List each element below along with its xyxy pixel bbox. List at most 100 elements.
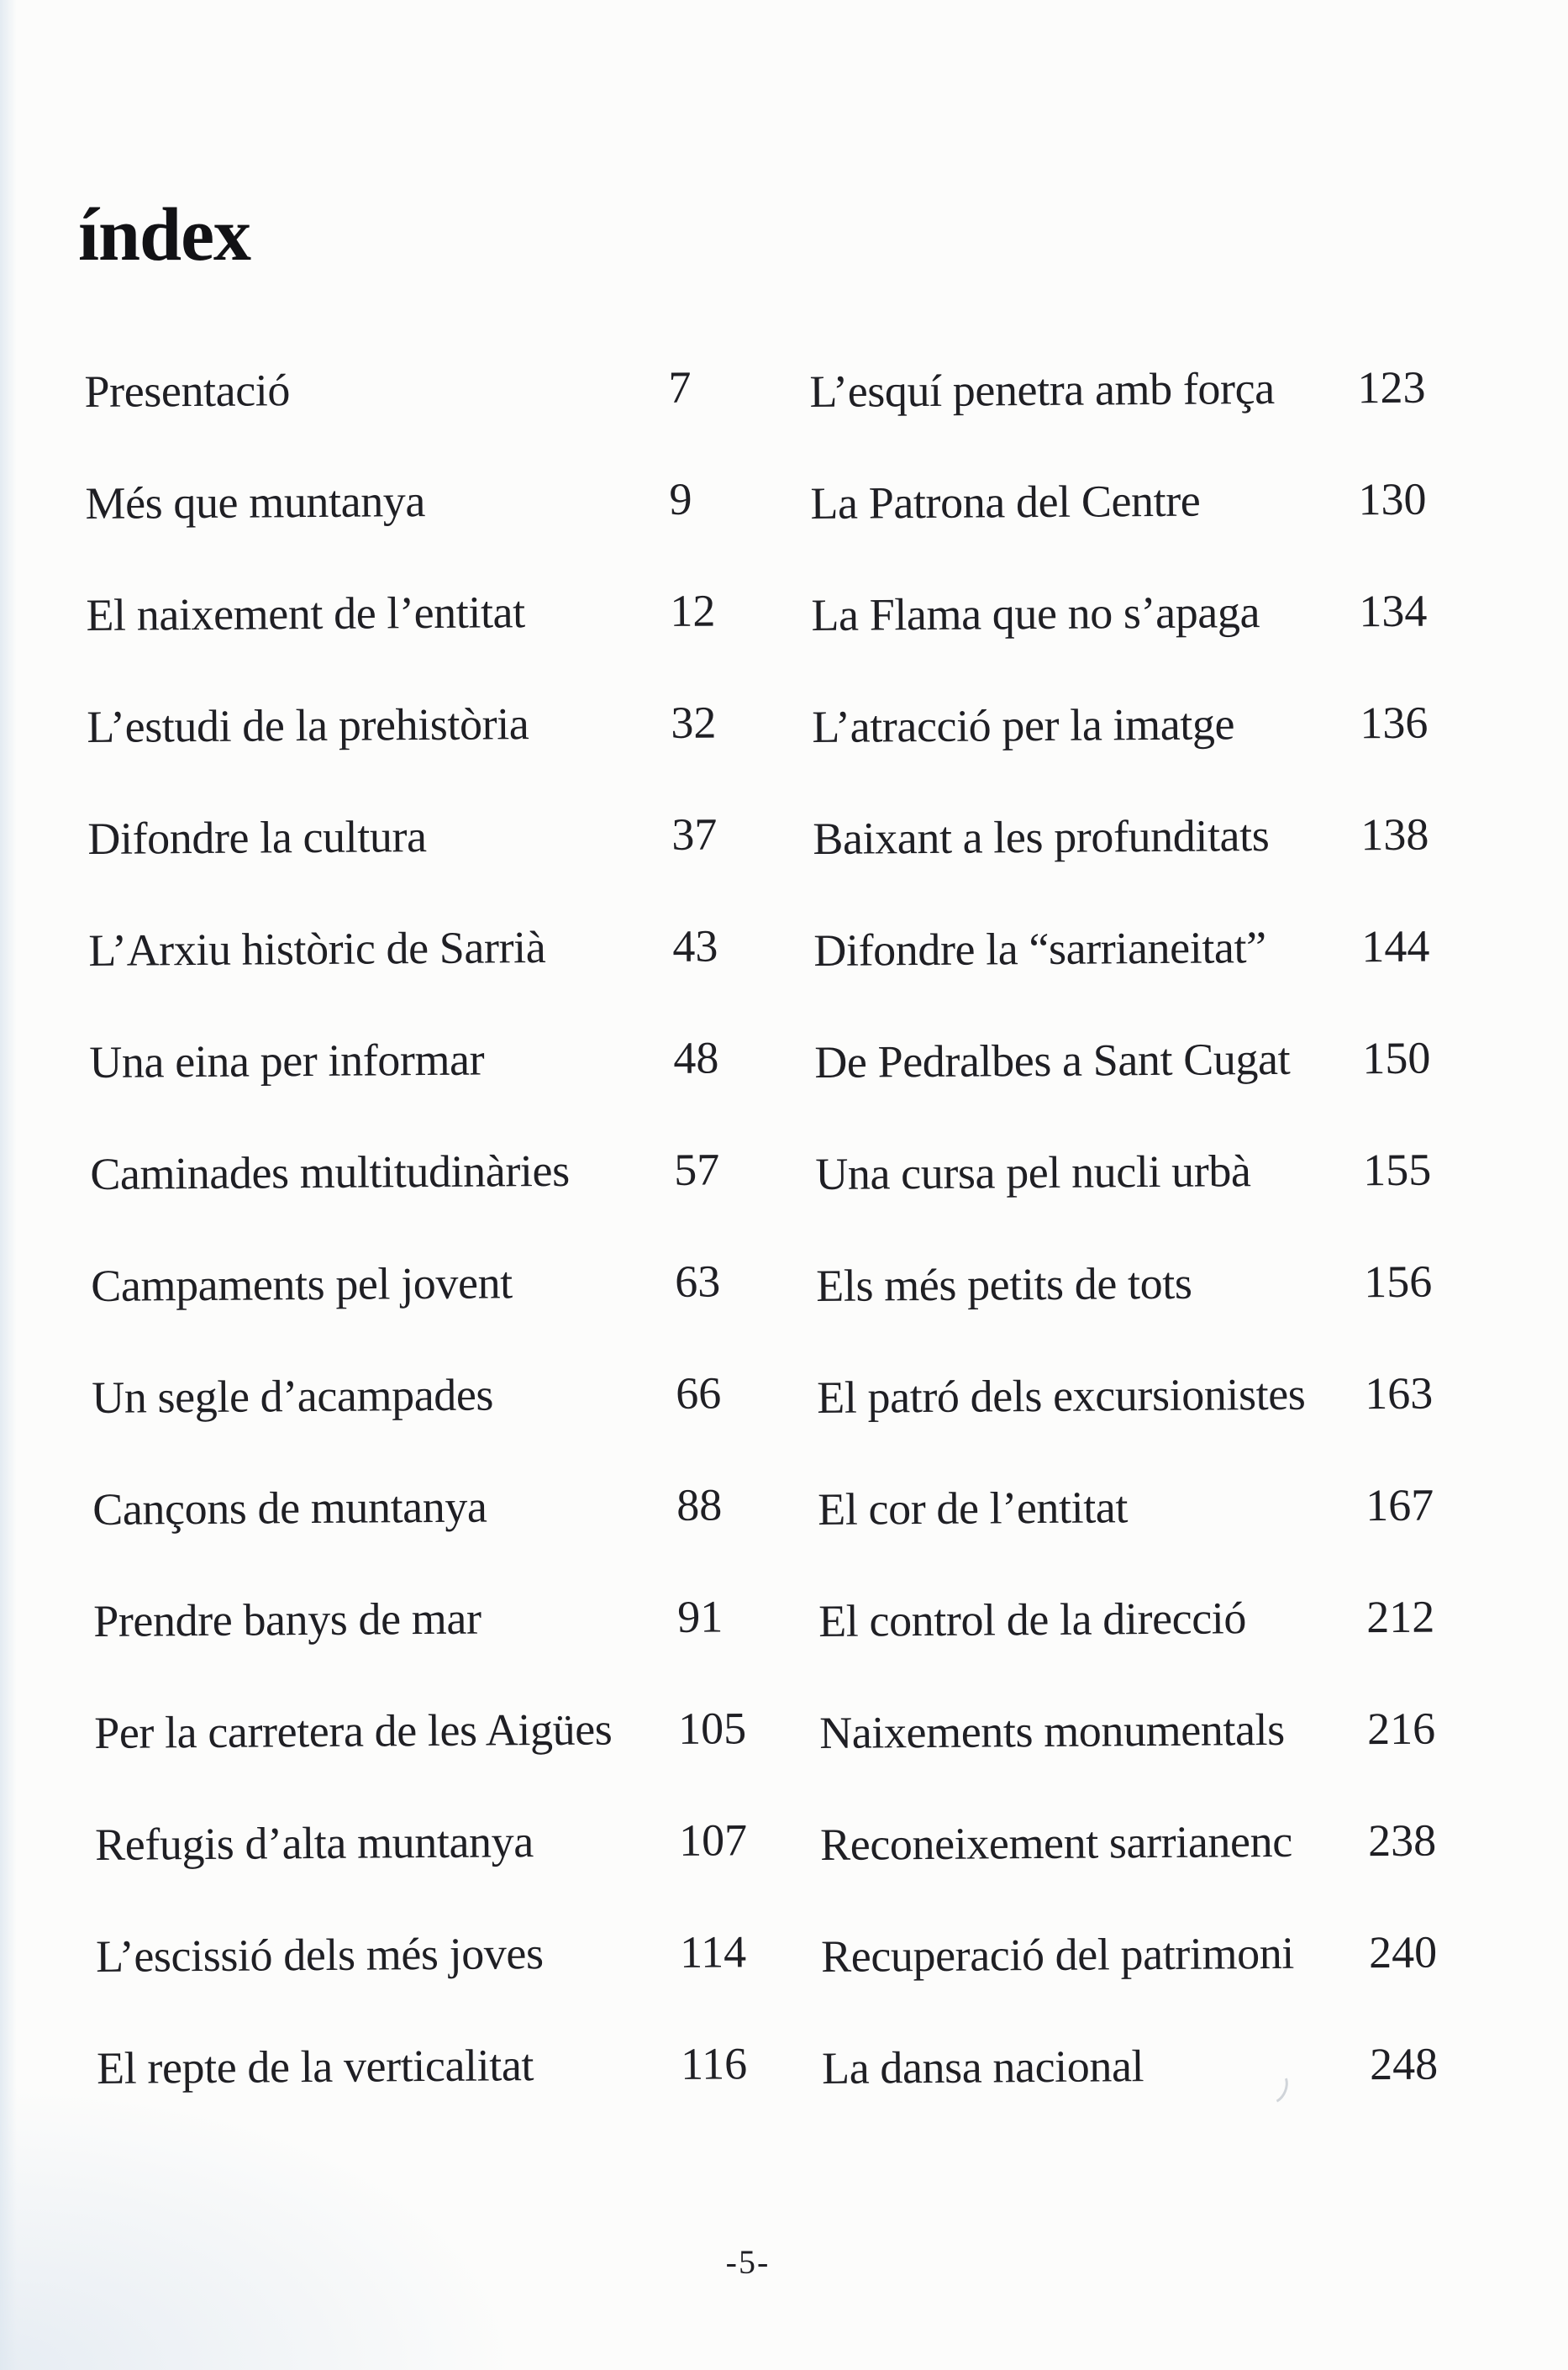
toc-entry-page: 57 [674, 1144, 720, 1195]
toc-entry: Refugis d’alta muntanya 107 [95, 1784, 793, 1901]
toc-entry: Baixant a les profunditats 138 [813, 778, 1477, 895]
toc-entry-page: 136 [1360, 697, 1429, 749]
toc-entry: L’esquí penetra amb força 123 [809, 331, 1474, 448]
toc-entry-page: 66 [676, 1367, 722, 1419]
toc-entry: Prendre banys de mar 91 [93, 1561, 792, 1677]
toc-entry-page: 12 [670, 585, 716, 636]
toc-entry: Difondre la cultura 37 [87, 778, 786, 895]
toc-entry-label: El repte de la verticalitat [96, 2040, 534, 2094]
toc-entry-page: 240 [1368, 1926, 1438, 1978]
toc-entry: La dansa nacional 248 [822, 2008, 1486, 2125]
toc-entry: L’Arxiu històric de Sarrià 43 [88, 890, 787, 1007]
toc-entry-label: El patró dels excursionistes [817, 1368, 1306, 1423]
toc-entry-label: Un segle d’acampades [92, 1369, 494, 1423]
toc-entry-page: 156 [1364, 1256, 1433, 1308]
toc-entry-page: 107 [678, 1814, 748, 1866]
toc-entry-label: Una cursa pel nucli urbà [815, 1146, 1251, 1199]
toc-entry: Recuperació del patrimoni 240 [821, 1896, 1486, 2013]
toc-entry-label: Difondre la “sarrianeitat” [813, 922, 1266, 976]
toc-column-left: Presentació 7 Més que muntanya 9 El naixem… [84, 331, 795, 2125]
toc-entry: Una eina per informar 48 [89, 1002, 787, 1119]
toc-entry: Una cursa pel nucli urbà 155 [815, 1114, 1480, 1230]
toc-entry: Naixements monumentals 216 [819, 1672, 1484, 1789]
toc-entry: Presentació 7 [84, 331, 782, 448]
toc-entry-label: Els més petits de tots [816, 1257, 1192, 1311]
toc-entry: Cançons de muntanya 88 [92, 1449, 791, 1566]
toc-entry-label: L’esquí penetra amb força [809, 362, 1275, 417]
toc-entry: Per la carretera de les Aigües 105 [94, 1672, 792, 1789]
toc-entry-label: L’escissió dels més joves [95, 1928, 544, 1982]
toc-entry: La Flama que no s’apaga 134 [811, 555, 1476, 672]
toc-entry-label: El control de la direcció [818, 1593, 1247, 1646]
toc-entry-label: Refugis d’alta muntanya [94, 1816, 534, 1870]
toc-entry: El control de la direcció 212 [818, 1561, 1483, 1677]
toc-entry: Reconeixement sarrianenc 238 [820, 1784, 1485, 1901]
toc-entry-page: 248 [1369, 2038, 1439, 2090]
toc-entry-label: Una eina per informar [89, 1034, 485, 1088]
toc-entry-page: 155 [1363, 1144, 1432, 1196]
toc-entry: Més que muntanya 9 [85, 443, 783, 560]
toc-entry-label: Campaments pel jovent [91, 1257, 513, 1311]
toc-entry: De Pedralbes a Sant Cugat 150 [814, 1002, 1479, 1119]
toc-entry-label: Reconeixement sarrianenc [819, 1815, 1292, 1870]
toc-entry-label: Difondre la cultura [87, 811, 427, 864]
toc-entry: Difondre la “sarrianeitat” 144 [813, 890, 1478, 1007]
page-number: -5- [725, 2243, 771, 2281]
toc-entry-label: Naixements monumentals [818, 1704, 1285, 1758]
toc-entry-label: La dansa nacional [821, 2041, 1144, 2094]
toc-entry-page: 48 [673, 1032, 719, 1083]
toc-entry-label: El naixement de l’entitat [86, 587, 525, 640]
toc-entry-label: Recuperació del patrimoni [820, 1927, 1295, 1982]
toc-entry-page: 123 [1357, 361, 1426, 413]
toc-entry-page: 238 [1367, 1814, 1437, 1867]
toc-entry-label: Cançons de muntanya [92, 1481, 487, 1535]
toc-entry-label: La Flama que no s’apaga [811, 587, 1260, 640]
toc-entry: Els més petits de tots 156 [816, 1225, 1481, 1342]
toc-entry-page: 88 [676, 1479, 723, 1530]
toc-entry-label: Prendre banys de mar [92, 1593, 481, 1646]
toc-entry-label: Més que muntanya [85, 476, 426, 529]
toc-entry-label: Baixant a les profunditats [813, 810, 1270, 864]
toc-entry-page: 37 [671, 808, 718, 860]
toc-entry-label: Presentació [84, 365, 291, 417]
toc-entry-page: 91 [676, 1591, 723, 1642]
toc-entry-page: 134 [1359, 585, 1428, 637]
toc-entry-page: 167 [1365, 1479, 1434, 1531]
toc-entry-page: 130 [1358, 473, 1427, 525]
toc-entry-label: La Patrona del Centre [810, 475, 1201, 529]
toc-entry: Caminades multitudinàries 57 [90, 1114, 788, 1230]
page-title: índex [78, 193, 251, 276]
toc-entry-label: El cor de l’entitat [818, 1482, 1129, 1535]
toc-entry-label: Caminades multitudinàries [90, 1145, 570, 1199]
toc-entry: Un segle d’acampades 66 [92, 1337, 790, 1454]
toc-entry: El repte de la verticalitat 116 [97, 2008, 795, 2125]
toc-entry-page: 9 [669, 473, 692, 524]
toc-entry-label: De Pedralbes a Sant Cugat [814, 1033, 1291, 1088]
toc-entry-page: 138 [1360, 808, 1429, 861]
toc-entry-page: 43 [672, 920, 718, 972]
toc-entry-label: Per la carretera de les Aigües [93, 1704, 613, 1758]
toc-entry: L’escissió dels més joves 114 [96, 1896, 794, 2013]
toc-entry-page: 116 [680, 2038, 748, 2089]
toc-entry-label: L’estudi de la prehistòria [87, 698, 529, 752]
toc-entry-page: 32 [671, 697, 717, 748]
toc-entry: El cor de l’entitat 167 [818, 1449, 1482, 1566]
toc-entry-page: 105 [677, 1703, 747, 1754]
toc-entry-page: 144 [1361, 920, 1430, 972]
toc-entry-page: 216 [1366, 1703, 1436, 1755]
toc-entry-page: 150 [1362, 1032, 1431, 1084]
toc-entry-label: L’Arxiu històric de Sarrià [88, 921, 546, 976]
toc-entry: Campaments pel jovent 63 [91, 1225, 789, 1342]
toc-entry: L’estudi de la prehistòria 32 [87, 666, 785, 783]
toc-entry: L’atracció per la imatge 136 [812, 666, 1476, 783]
toc-entry: El patró dels excursionistes 163 [817, 1337, 1481, 1454]
toc-entry-page: 212 [1365, 1591, 1435, 1643]
toc-entry: El naixement de l’entitat 12 [86, 555, 784, 672]
toc-entry-page: 114 [679, 1926, 747, 1978]
toc-entry-label: L’atracció per la imatge [812, 698, 1235, 752]
toc-entry-page: 163 [1365, 1367, 1434, 1419]
toc-entry-page: 63 [675, 1256, 721, 1307]
toc-entry-page: 7 [668, 361, 692, 413]
toc-column-right: L’esquí penetra amb força 123 La Patrona … [809, 331, 1486, 2125]
